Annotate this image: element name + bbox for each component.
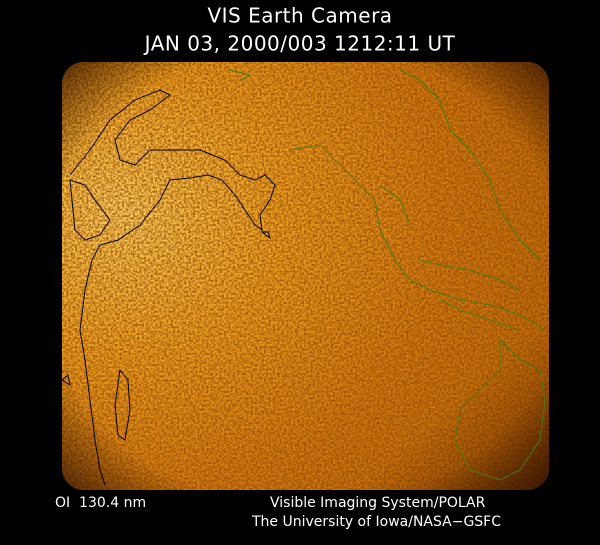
limb	[62, 62, 549, 490]
image-timestamp: JAN 03, 2000/003 1212:11 UT	[143, 32, 456, 56]
coastlines-east	[229, 69, 546, 481]
image-title: VIS Earth Camera	[207, 4, 392, 28]
coastlines-africa-asia	[62, 89, 276, 486]
instrument-label: Visible Imaging System/POLAR	[270, 495, 486, 511]
earth-image	[62, 62, 549, 490]
wavelength-label: OI 130.4 nm	[55, 495, 146, 511]
credit-label: The University of Iowa/NASA−GSFC	[251, 514, 501, 530]
